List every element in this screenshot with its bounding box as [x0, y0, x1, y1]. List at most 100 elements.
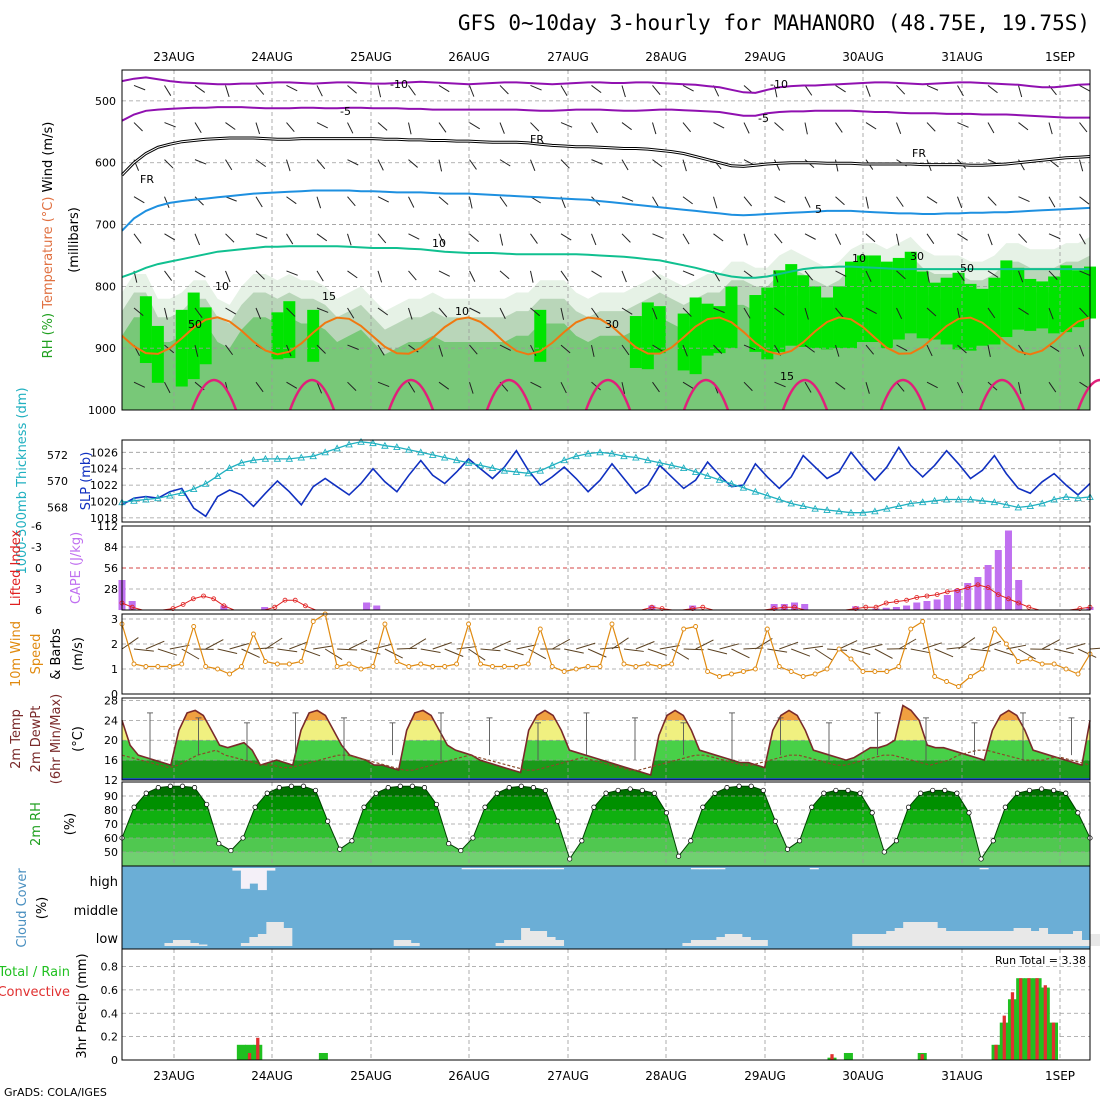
- wind-speed-marker: [752, 666, 758, 672]
- wind-barb: [621, 122, 632, 131]
- wind-barb: [1018, 122, 1029, 131]
- date-tick-label: 23AUG: [153, 50, 195, 64]
- wind-speed-marker: [669, 661, 675, 667]
- isotherm-20: [1076, 378, 1100, 411]
- wind-barb: [1079, 233, 1086, 245]
- wind-barb: [774, 307, 785, 316]
- rh-marker: [252, 804, 258, 810]
- wind-barb: [289, 641, 309, 650]
- cloud-panel: high middle low Cloud Cover (%): [15, 865, 1100, 950]
- wind-speed-line: [121, 613, 1091, 688]
- wind-barb: [1079, 122, 1088, 133]
- wind-barb: [438, 159, 443, 172]
- y-axis-label-cape: CAPE (J/kg): [69, 532, 84, 604]
- thickness-marker: [954, 495, 963, 503]
- cloud-low-bar: [257, 934, 267, 946]
- cloud-high-bar: [487, 868, 497, 870]
- thickness-marker: [656, 458, 664, 466]
- thickness-marker: [273, 454, 282, 462]
- temperature-panel: 12 16 20 24 28 2m Temp 2m DewPt (6hr Min/Max) (°…: [9, 694, 1091, 787]
- wind-speed-marker: [167, 664, 173, 669]
- wind-barb: [438, 270, 450, 277]
- rh-marker: [542, 787, 549, 793]
- wind-speed-marker: [549, 664, 555, 669]
- rh-marker: [1002, 804, 1008, 810]
- wind-barb: [316, 196, 322, 209]
- rh-marker: [603, 790, 609, 796]
- wind-speed-marker: [466, 621, 472, 627]
- cloud-low-bar: [852, 934, 862, 946]
- cloud-low-bar: [249, 937, 259, 946]
- wind-barb: [408, 196, 415, 208]
- rh-marker: [264, 790, 270, 796]
- thickness-marker: [560, 456, 568, 464]
- y-tick-label: 1024: [90, 463, 118, 476]
- thickness-marker: [225, 464, 234, 471]
- wind-barb: [469, 122, 480, 130]
- precip-convective-bar: [1019, 978, 1023, 1060]
- wind-barb: [255, 196, 263, 208]
- contour-label: -5: [758, 112, 769, 125]
- rh-band: [122, 824, 1090, 838]
- rh-bright-patch: [1060, 265, 1073, 333]
- wind-speed-marker: [525, 661, 531, 667]
- cloud-high-bar: [699, 868, 709, 870]
- cloud-low-bar: [920, 922, 930, 946]
- wind-barb: [530, 159, 536, 171]
- lifted-index-marker: [1077, 606, 1083, 611]
- isotherm-freezing-inner: [121, 137, 1091, 176]
- lifted-index-marker: [292, 597, 298, 603]
- wind-barb: [707, 648, 728, 655]
- wind-barb: [348, 639, 368, 650]
- wind-barb: [896, 344, 908, 352]
- wind-barb: [774, 381, 786, 388]
- wind-barb: [934, 648, 954, 658]
- contour-label: -5: [340, 105, 351, 118]
- rh-bright-patch: [1072, 270, 1085, 328]
- date-tick-label: 29AUG: [744, 1069, 786, 1083]
- wind-speed-marker: [239, 664, 244, 669]
- wind-barb: [347, 122, 354, 134]
- wind-barb: [133, 307, 144, 317]
- wind-barb: [779, 641, 799, 650]
- thickness-marker: [930, 496, 939, 504]
- wind-barb: [492, 640, 511, 650]
- lifted-index-marker: [771, 606, 777, 611]
- thickness-marker: [691, 468, 700, 475]
- precip-panel: 0 0.2 0.4 0.6 0.8 Run Total = 3.38 3hr Precip …: [0, 948, 1091, 1067]
- thickness-marker: [966, 495, 975, 503]
- thickness-marker: [978, 496, 987, 504]
- rh-marker: [167, 783, 173, 789]
- thickness-marker: [428, 450, 437, 458]
- wind-speed-marker: [991, 626, 997, 632]
- rh-marker: [240, 835, 246, 841]
- wind-barb: [444, 648, 464, 657]
- rh-marker: [712, 790, 718, 796]
- rh-marker: [204, 801, 210, 807]
- wind-barb: [408, 233, 420, 240]
- wind-barb: [1048, 196, 1056, 208]
- contour-label: 5: [815, 203, 822, 216]
- temp-line: [121, 704, 1091, 777]
- wind-speed-marker: [1039, 661, 1045, 667]
- cloud-low-bar: [886, 931, 896, 946]
- rh-marker: [651, 790, 657, 796]
- cloud-low-bar: [402, 940, 412, 946]
- y-tick-label: 700: [95, 219, 116, 232]
- panel-frame: [121, 613, 1091, 695]
- rh-marker: [881, 849, 887, 855]
- wind-barb: [835, 233, 842, 245]
- date-tick-label: 1SEP: [1045, 50, 1075, 64]
- wind-barb: [253, 647, 274, 650]
- isotherm-20: [288, 378, 336, 411]
- wind-barb: [647, 648, 667, 656]
- y-axis-label-unit: (m/s): [71, 637, 86, 671]
- wind-barb: [438, 233, 445, 245]
- rh-bright-patch: [797, 275, 810, 347]
- temp-fill-group: [122, 705, 1090, 780]
- isotherm-20: [190, 378, 238, 411]
- panel-frame: [121, 948, 1091, 1061]
- wind-barb: [957, 122, 969, 128]
- y-axis-label-dewpt: 2m DewPt: [29, 706, 44, 773]
- wind-barb: [438, 307, 448, 318]
